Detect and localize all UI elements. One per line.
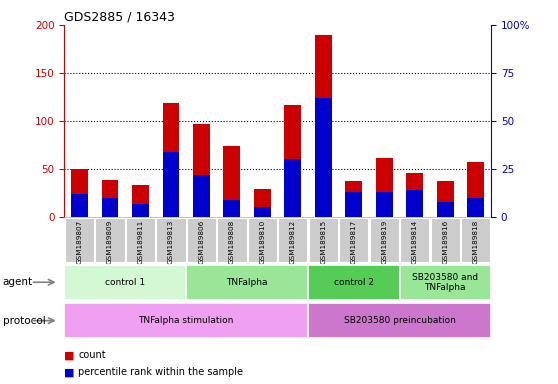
Bar — [315, 98, 331, 217]
FancyBboxPatch shape — [309, 218, 338, 262]
Bar — [162, 103, 179, 217]
Bar — [102, 198, 118, 217]
Bar — [162, 152, 179, 217]
Bar — [285, 159, 301, 217]
FancyBboxPatch shape — [339, 218, 368, 262]
FancyBboxPatch shape — [308, 303, 491, 338]
Bar — [132, 185, 149, 217]
FancyBboxPatch shape — [186, 265, 308, 300]
Text: agent: agent — [3, 277, 33, 287]
Text: GSM189809: GSM189809 — [107, 219, 113, 263]
Bar — [406, 190, 423, 217]
Text: percentile rank within the sample: percentile rank within the sample — [78, 367, 243, 377]
Text: TNFalpha: TNFalpha — [227, 278, 268, 287]
Bar — [71, 194, 88, 217]
Text: ■: ■ — [64, 367, 75, 377]
FancyBboxPatch shape — [431, 218, 460, 262]
Bar — [132, 204, 149, 217]
Text: GSM189813: GSM189813 — [168, 219, 174, 263]
Bar — [71, 169, 88, 217]
Text: GSM189810: GSM189810 — [259, 219, 266, 263]
Bar — [193, 175, 210, 217]
Text: GSM189817: GSM189817 — [351, 219, 357, 263]
Bar — [193, 124, 210, 217]
Bar — [376, 192, 393, 217]
Text: GSM189815: GSM189815 — [320, 219, 326, 263]
Bar — [254, 207, 271, 217]
Text: GDS2885 / 16343: GDS2885 / 16343 — [64, 11, 175, 24]
Bar — [468, 198, 484, 217]
Bar — [224, 200, 240, 217]
Text: ■: ■ — [64, 350, 75, 360]
Text: GSM189819: GSM189819 — [381, 219, 387, 263]
FancyBboxPatch shape — [64, 303, 308, 338]
Text: TNFalpha stimulation: TNFalpha stimulation — [138, 316, 234, 325]
Bar — [345, 182, 362, 217]
Text: GSM189808: GSM189808 — [229, 219, 235, 263]
Bar — [345, 192, 362, 217]
Bar — [437, 182, 454, 217]
Text: GSM189806: GSM189806 — [199, 219, 204, 263]
FancyBboxPatch shape — [156, 218, 185, 262]
FancyBboxPatch shape — [64, 265, 186, 300]
Text: count: count — [78, 350, 106, 360]
Bar — [254, 189, 271, 217]
Text: GSM189816: GSM189816 — [442, 219, 448, 263]
Bar — [224, 146, 240, 217]
FancyBboxPatch shape — [400, 218, 430, 262]
Bar — [437, 202, 454, 217]
Text: GSM189812: GSM189812 — [290, 219, 296, 263]
FancyBboxPatch shape — [278, 218, 307, 262]
Bar — [468, 162, 484, 217]
Text: protocol: protocol — [3, 316, 46, 326]
FancyBboxPatch shape — [461, 218, 490, 262]
FancyBboxPatch shape — [126, 218, 155, 262]
FancyBboxPatch shape — [95, 218, 124, 262]
Text: GSM189814: GSM189814 — [412, 219, 418, 263]
FancyBboxPatch shape — [217, 218, 247, 262]
Text: control 2: control 2 — [334, 278, 374, 287]
Bar — [376, 159, 393, 217]
Text: GSM189818: GSM189818 — [473, 219, 479, 263]
Text: SB203580 preincubation: SB203580 preincubation — [344, 316, 455, 325]
Text: SB203580 and
TNFalpha: SB203580 and TNFalpha — [412, 273, 478, 292]
Bar — [285, 105, 301, 217]
Text: GSM189811: GSM189811 — [137, 219, 143, 263]
Text: control 1: control 1 — [105, 278, 145, 287]
FancyBboxPatch shape — [187, 218, 216, 262]
Bar — [315, 35, 331, 217]
FancyBboxPatch shape — [65, 218, 94, 262]
Bar — [102, 180, 118, 217]
FancyBboxPatch shape — [400, 265, 491, 300]
Text: GSM189807: GSM189807 — [76, 219, 83, 263]
FancyBboxPatch shape — [308, 265, 400, 300]
FancyBboxPatch shape — [248, 218, 277, 262]
FancyBboxPatch shape — [370, 218, 399, 262]
Bar — [406, 173, 423, 217]
